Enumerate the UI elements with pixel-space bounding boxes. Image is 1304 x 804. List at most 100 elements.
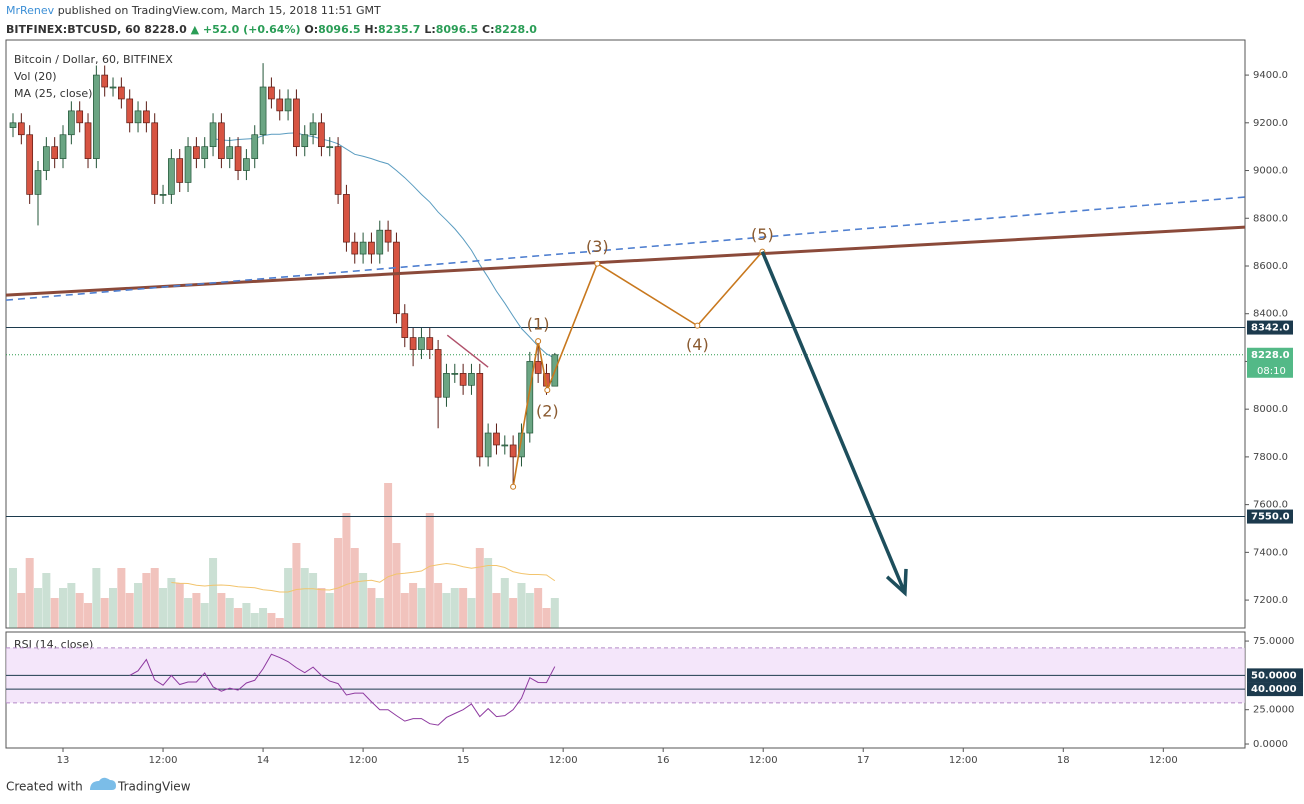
ohlc-label: H: <box>364 23 378 36</box>
candle-body <box>84 122 92 159</box>
volume-bar <box>34 588 43 628</box>
candle-body <box>268 86 275 100</box>
volume-bar <box>542 608 551 628</box>
x-tick-label: 14 <box>257 755 270 766</box>
y-tick-label: 8800.0 <box>1253 213 1288 224</box>
volume-bar <box>50 598 59 628</box>
candle-body <box>143 110 150 124</box>
volume-bar <box>459 588 468 628</box>
level-label: 8342.0 <box>1251 323 1290 334</box>
volume-bar <box>309 573 318 628</box>
candle-body <box>243 158 250 171</box>
wave-label: (4) <box>686 335 709 354</box>
volume-bar <box>400 593 409 628</box>
candle-body <box>118 86 125 100</box>
volume-bar <box>425 513 434 628</box>
volume-bar <box>384 483 393 628</box>
volume-bar <box>284 568 293 628</box>
brand-logo <box>90 777 116 790</box>
candle-body <box>443 373 450 398</box>
volume-bar <box>100 598 109 628</box>
candle-body <box>9 122 17 128</box>
candle-body <box>259 86 267 136</box>
candle-body <box>318 122 325 148</box>
volume-bar <box>509 598 518 628</box>
header-line: MrRenev published on TradingView.com, Ma… <box>6 4 381 17</box>
candle-body <box>34 170 42 195</box>
legend-entry: Bitcoin / Dollar, 60, BITFINEX <box>14 53 173 66</box>
wave-label: (3) <box>586 237 609 256</box>
rsi-tick-label: 75.0000 <box>1253 636 1294 647</box>
volume-bar <box>9 568 18 628</box>
volume-bar <box>350 548 359 628</box>
wave-label: (5) <box>751 225 774 244</box>
volume-bar <box>175 583 184 628</box>
rsi-level-label: 40.0000 <box>1251 684 1297 695</box>
volume-bar <box>492 593 501 628</box>
wave-point <box>594 260 601 267</box>
rsi-level-box <box>1247 682 1303 697</box>
volume-bar <box>359 573 368 628</box>
candle-body <box>176 158 184 183</box>
arrow-shaft <box>760 250 907 594</box>
candle-body <box>184 146 192 183</box>
candle-body <box>376 229 384 255</box>
candle-body <box>493 432 500 446</box>
volume-bar <box>525 593 534 628</box>
footer-brand[interactable]: TradingView <box>117 780 191 794</box>
x-tick-label: 12:00 <box>549 755 578 766</box>
volume-bar <box>392 543 401 628</box>
trendline <box>5 196 1246 301</box>
candle-body <box>393 241 400 315</box>
volume-bar <box>442 593 451 628</box>
volume-bar <box>325 593 334 628</box>
volume-bar <box>342 513 351 628</box>
volume-bar <box>267 613 276 628</box>
symbol: BITFINEX:BTCUSD, 60 <box>6 23 141 36</box>
wave-label: (2) <box>536 402 559 421</box>
volume-bar <box>375 598 384 628</box>
candle-body <box>476 373 484 458</box>
candle-body <box>159 194 167 196</box>
volume-bar <box>450 588 459 628</box>
candle-body <box>59 134 67 159</box>
volume-bar <box>200 603 209 628</box>
volume-bar <box>259 608 268 628</box>
candle-body <box>509 444 517 458</box>
candle-body <box>276 98 284 112</box>
volume-bar <box>367 588 376 628</box>
x-tick-label: 17 <box>857 755 870 766</box>
volume-bar <box>475 548 484 628</box>
y-tick-label: 7600.0 <box>1253 500 1288 511</box>
wave-point <box>544 387 551 394</box>
x-tick-label: 12:00 <box>1149 755 1178 766</box>
candle-body <box>234 146 242 171</box>
candle-body <box>343 194 350 243</box>
candle-body <box>193 146 200 159</box>
volume-bar <box>167 578 176 628</box>
volume-bar <box>150 568 159 628</box>
author[interactable]: MrRenev <box>6 4 55 17</box>
y-tick-label: 7400.0 <box>1253 547 1288 558</box>
rsi-line <box>129 653 556 726</box>
volume-bar <box>159 588 168 628</box>
wave-point <box>694 322 701 329</box>
candle-body <box>42 146 50 171</box>
candle-body <box>426 337 434 350</box>
volume-bar <box>92 568 101 628</box>
candle-body <box>409 337 417 350</box>
x-tick-label: 12:00 <box>349 755 378 766</box>
ohlc-value: 8228.0 <box>495 23 538 36</box>
candle-body <box>518 432 525 458</box>
candle-body <box>359 241 367 255</box>
change: ▲ +52.0 (+0.64%) <box>191 23 301 36</box>
trendline <box>446 334 489 368</box>
candle-body <box>284 98 292 112</box>
y-tick-label: 8600.0 <box>1253 261 1288 272</box>
candle-body <box>501 444 509 447</box>
candle-body <box>384 229 392 243</box>
moving-average <box>212 132 556 359</box>
candle-body <box>151 122 159 195</box>
volume-bar <box>125 593 134 628</box>
